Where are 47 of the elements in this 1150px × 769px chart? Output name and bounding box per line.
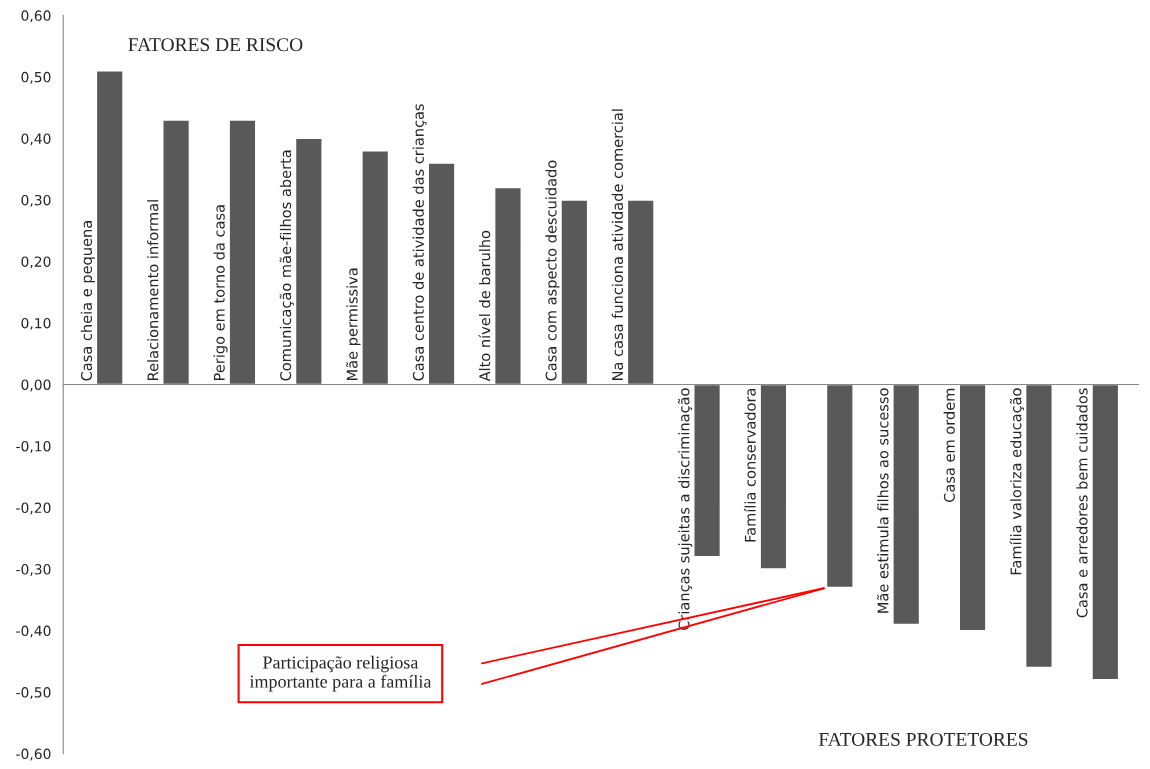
x-tick-label: Mãe permissiva [346,268,361,380]
y-tick-label: 0,60 [21,10,51,23]
y-tick-label: -0,10 [16,440,51,453]
annotation: FATORES PROTETORES [818,732,1028,746]
y-tick-label: -0,60 [16,748,51,761]
x-tick-label: Alto nível de barulho [478,230,491,382]
x-tick-label: Família conservadora [743,388,756,542]
annotation: FATORES DE RISCO [128,38,303,52]
y-tick-label: -0,30 [16,564,51,576]
x-tick-label: Perigo em torno da casa [213,205,228,380]
bar [958,383,987,632]
bar [1091,383,1120,681]
bar [892,383,921,626]
x-tick-label: Crianças sujeitas a discriminação [677,388,693,631]
y-tick-label: 0,20 [21,256,51,269]
annotation: Participação religiosa importante para a família [249,655,432,692]
y-tick-label: 0,40 [21,133,51,146]
bar [825,383,854,589]
x-tick-label: Casa em ordem [943,388,955,502]
x-tick-label: Comunicação mãe-filhos aberta [279,150,294,381]
x-tick-label: Casa cheia e pequena [80,221,95,381]
x-tick-label: Família valoriza educação [1009,388,1025,575]
x-tick-label: Casa centro de atividade das crianças [412,104,427,381]
bar [361,150,390,386]
y-tick-label: -0,40 [16,625,51,638]
y-tick-label: 0,50 [21,71,51,84]
y-tick-label: 0,00 [21,379,51,392]
y-tick-label: 0,10 [21,317,51,330]
bar [95,70,124,386]
y-tick-label: -0,50 [16,687,51,699]
y-tick-label: 0,30 [21,194,51,207]
bar [1024,383,1053,669]
x-tick-label: Na casa funciona atividade comercial [611,109,624,380]
bar [626,199,655,386]
x-tick-label: Casa com aspecto descuidado [545,160,560,381]
bar [228,119,257,386]
x-tick-label: Relacionamento informal [147,200,159,380]
bar [560,199,589,386]
y-tick-label: -0,20 [16,502,51,515]
x-tick-label: Mãe estimula filhos ao sucesso [876,388,889,613]
bar [759,383,788,570]
bar [162,119,191,386]
bar [427,162,456,386]
bar [294,137,323,386]
x-tick-label: Casa e arredores bem cuidados [1076,388,1088,618]
bar [493,186,522,386]
bar [693,383,722,558]
